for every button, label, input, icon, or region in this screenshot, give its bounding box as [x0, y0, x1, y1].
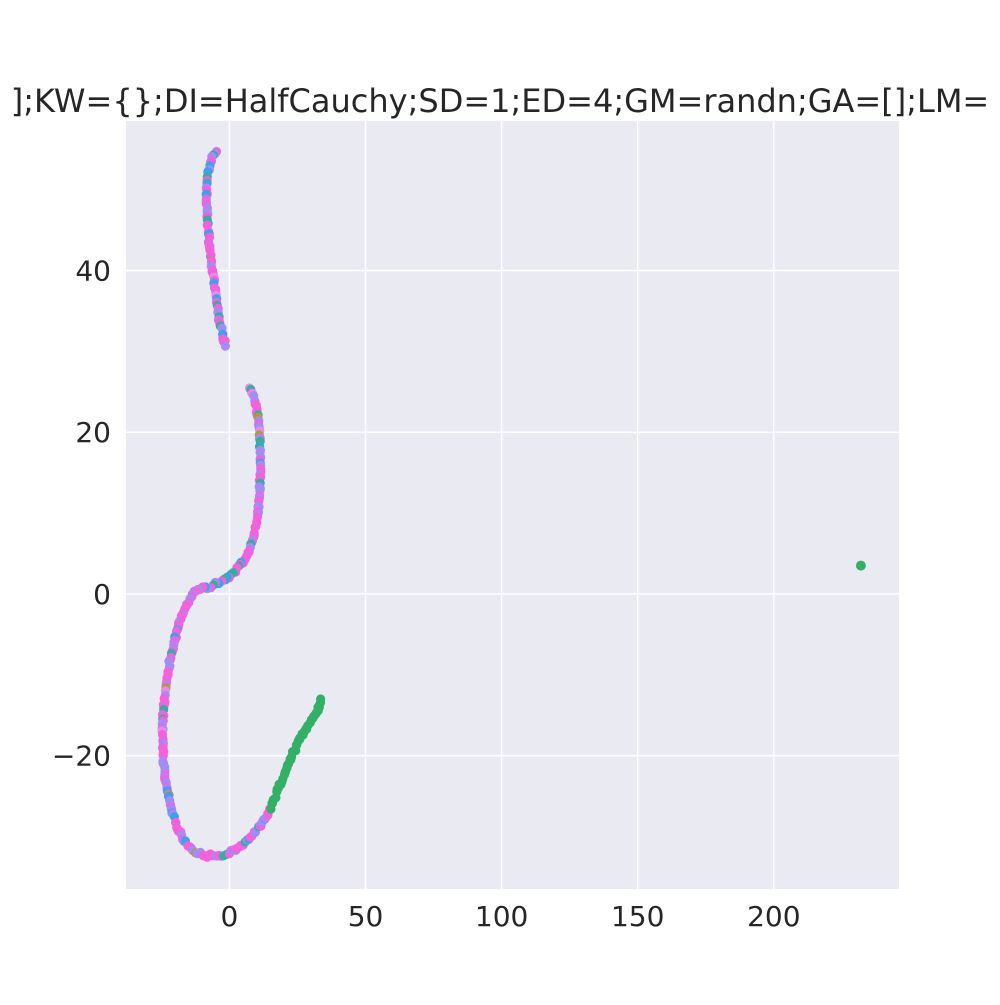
plot-background	[126, 121, 899, 889]
outlier-point	[855, 560, 866, 571]
y-tick-label: 0	[93, 578, 111, 611]
x-tick-label: 150	[611, 900, 664, 933]
tick-layer: 0 50 100 150 200 −20 0 20 40	[52, 255, 801, 933]
x-tick-label: 200	[747, 900, 800, 933]
x-tick-label: 50	[348, 900, 384, 933]
x-tick-label: 0	[221, 900, 239, 933]
grid-layer	[126, 121, 899, 889]
x-tick-label: 100	[475, 900, 528, 933]
data-point	[316, 694, 326, 704]
y-tick-label: 40	[75, 255, 111, 288]
chart-title: ];KW={};DI=HalfCauchy;SD=1;ED=4;GM=randn…	[11, 82, 989, 120]
points-layer	[157, 147, 866, 862]
y-tick-label: −20	[52, 740, 111, 773]
y-tick-label: 20	[75, 416, 111, 449]
data-point	[220, 341, 230, 351]
